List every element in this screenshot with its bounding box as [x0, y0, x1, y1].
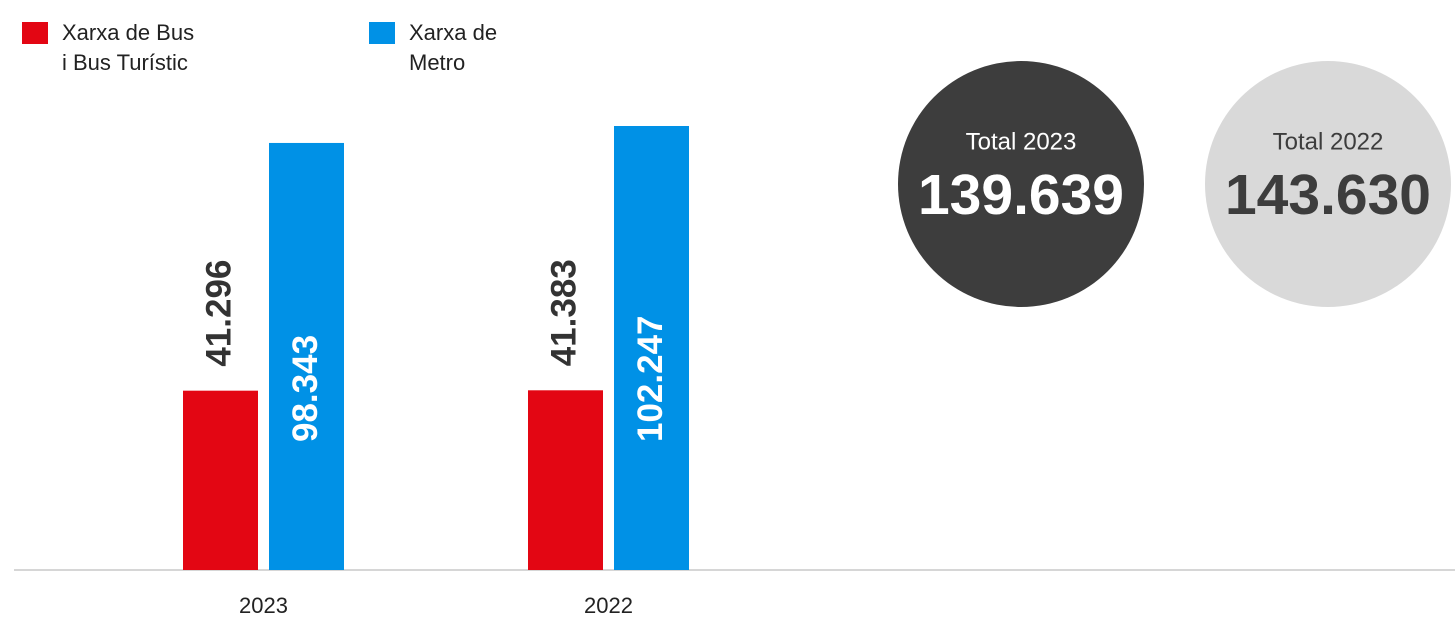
- total-value: 143.630: [1225, 163, 1431, 227]
- bar: [614, 126, 689, 570]
- x-tick-label: 2023: [239, 593, 288, 618]
- value-label: 41.383: [545, 259, 584, 366]
- legend-label: Xarxa de Metro: [409, 20, 498, 75]
- bar: [183, 390, 258, 570]
- total-circle: [898, 61, 1144, 307]
- total-label: Total 2022: [1273, 128, 1384, 155]
- total-label: Total 2023: [966, 128, 1077, 155]
- total-circle: [1205, 61, 1451, 307]
- x-tick-label: 2022: [584, 593, 633, 618]
- bar: [528, 390, 603, 570]
- total-value: 139.639: [918, 163, 1124, 227]
- value-label: 41.296: [200, 260, 239, 367]
- legend-label: Xarxa de Bus i Bus Turístic: [62, 20, 195, 75]
- legend-item: Xarxa de Metro: [369, 18, 509, 78]
- legend-swatch: [369, 22, 395, 44]
- legend-item: Xarxa de Bus i Bus Turístic: [22, 18, 197, 78]
- legend-swatch: [22, 22, 48, 44]
- value-label: 102.247: [631, 315, 670, 442]
- bar: [269, 142, 344, 571]
- value-label: 98.343: [286, 335, 325, 442]
